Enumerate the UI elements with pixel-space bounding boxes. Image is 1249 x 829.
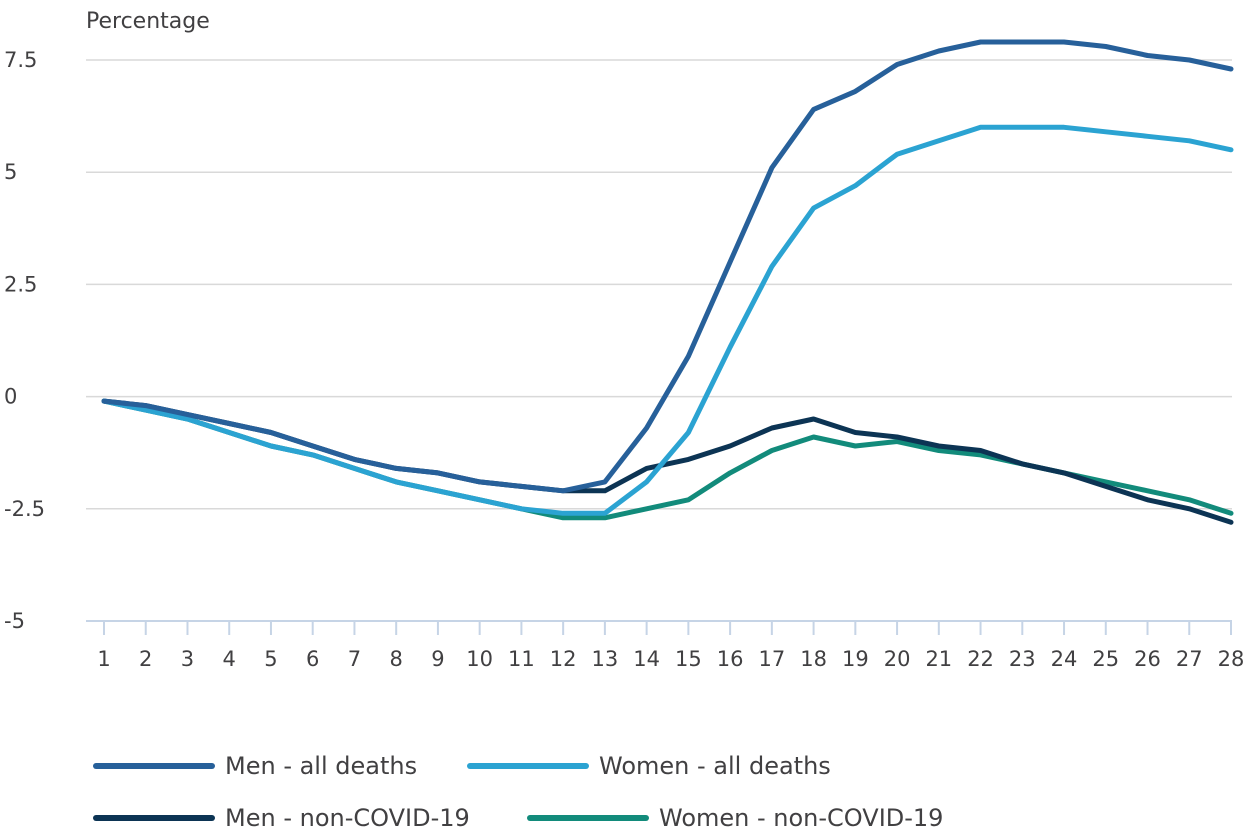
x-tick-label: 26: [1134, 647, 1161, 671]
x-tick-label: 21: [925, 647, 952, 671]
x-tick-label: 9: [431, 647, 444, 671]
x-tick-label: 16: [717, 647, 744, 671]
x-tick-label: 23: [1009, 647, 1036, 671]
legend: Men - all deaths Women - all deaths Men - …: [93, 752, 943, 829]
legend-label: Men - non-COVID-19: [225, 804, 470, 829]
x-tick-label: 27: [1176, 647, 1203, 671]
x-tick-label: 24: [1051, 647, 1078, 671]
x-tick-label: 1: [97, 647, 110, 671]
series-lines: [101, 39, 1234, 525]
y-tick-label: 7.5: [4, 48, 37, 72]
y-tick-label: 0: [4, 385, 17, 409]
series-line: [101, 124, 1234, 516]
x-tick-label: 18: [800, 647, 827, 671]
y-tick-label: 5: [4, 160, 17, 184]
x-tick-label: 8: [389, 647, 402, 671]
x-tick-label: 13: [592, 647, 619, 671]
x-tick-label: 25: [1092, 647, 1119, 671]
x-tick-label: 3: [181, 647, 194, 671]
x-axis: 1 2 3 4 5 6 7 8 9 10 11 12 13 14 15 16 17 18 19 20 21 22 23 24 2…: [86, 620, 1245, 671]
x-tick-label: 7: [348, 647, 361, 671]
x-tick-label: 5: [264, 647, 277, 671]
legend-label: Women - all deaths: [599, 752, 831, 780]
x-tick-label: 22: [967, 647, 994, 671]
y-axis-ticks: 7.5 5 2.5 0 -2.5 -5: [4, 48, 45, 633]
x-tick-label: 2: [139, 647, 152, 671]
legend-label: Women - non-COVID-19: [659, 804, 943, 829]
x-tick-label: 17: [758, 647, 785, 671]
series-line: [101, 39, 1234, 494]
x-tick-label: 12: [550, 647, 577, 671]
x-tick-label: 15: [675, 647, 702, 671]
legend-label: Men - all deaths: [225, 752, 417, 780]
x-tick-label: 6: [306, 647, 319, 671]
x-tick-label: 11: [508, 647, 535, 671]
x-tick-label: 4: [223, 647, 236, 671]
grid-lines: [86, 59, 1232, 510]
x-tick-label: 20: [884, 647, 911, 671]
y-axis-label: Percentage: [86, 9, 210, 34]
x-tick-label: 19: [842, 647, 869, 671]
x-tick-label: 10: [466, 647, 493, 671]
x-tick-label: 14: [633, 647, 660, 671]
y-tick-label: 2.5: [4, 272, 37, 296]
y-tick-label: -5: [4, 609, 25, 633]
y-tick-label: -2.5: [4, 497, 45, 521]
x-tick-label: 28: [1218, 647, 1245, 671]
